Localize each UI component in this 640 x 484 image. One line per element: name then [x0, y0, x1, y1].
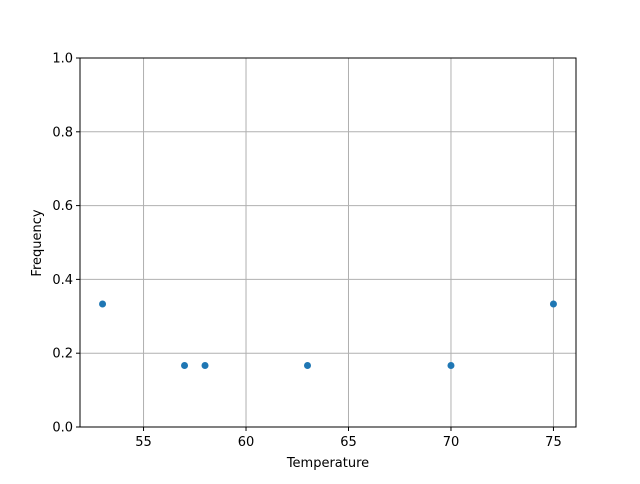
- x-tick-label: 75: [545, 435, 562, 450]
- y-axis-label: Frequency: [30, 209, 45, 276]
- axes-frame: [79, 57, 577, 428]
- data-point: [181, 361, 189, 369]
- data-point: [304, 361, 312, 369]
- grid-lines: [80, 57, 576, 428]
- data-point: [549, 300, 557, 308]
- y-tick-label: 0.0: [52, 421, 73, 436]
- y-tick-label: 0.6: [52, 199, 73, 214]
- data-point: [99, 300, 107, 308]
- data-point: [447, 361, 455, 369]
- y-tick-label: 1.0: [52, 52, 73, 67]
- ticks: 55 60 65 70 75 0.0 0.2 0.4 0.6 0.8 1.0: [52, 52, 561, 451]
- y-tick-label: 0.2: [52, 347, 73, 362]
- x-axis-label: Temperature: [286, 456, 369, 471]
- x-tick-label: 65: [340, 435, 357, 450]
- y-tick-label: 0.4: [52, 273, 73, 288]
- x-tick-label: 60: [238, 435, 255, 450]
- y-tick-label: 0.8: [52, 125, 73, 140]
- x-tick-label: 55: [135, 435, 152, 450]
- x-tick-label: 70: [443, 435, 460, 450]
- data-point: [201, 361, 209, 369]
- data-points: [99, 300, 557, 369]
